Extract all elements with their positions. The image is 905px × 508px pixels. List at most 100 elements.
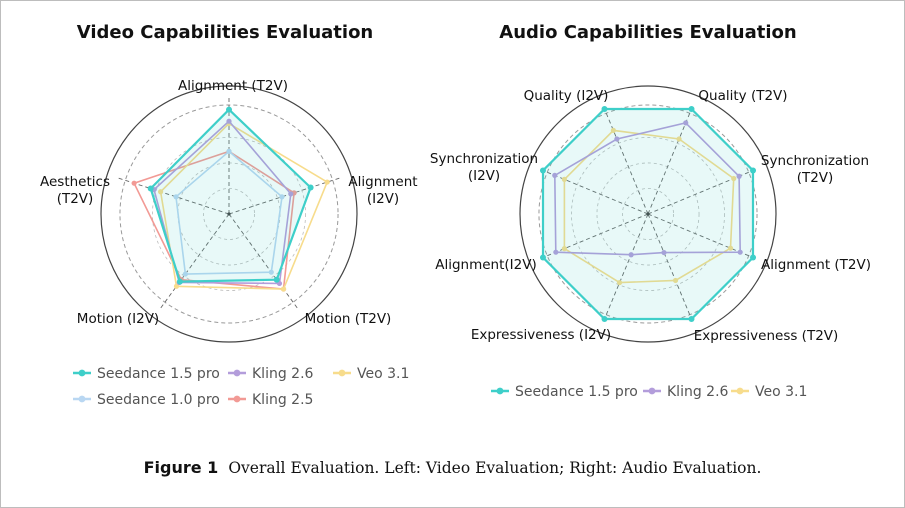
axis-label-expressiveness-t2v: Expressiveness (T2V) bbox=[694, 328, 839, 344]
point-seedance-1-5-pro-alignment-i2v bbox=[539, 254, 546, 261]
outer-ring bbox=[519, 85, 777, 343]
figure-caption: Figure 1 Overall Evaluation. Left: Video… bbox=[0, 458, 905, 478]
grid-ring bbox=[622, 188, 674, 240]
point-veo-3-1-aesthetics-t2v bbox=[158, 189, 164, 195]
chart-title: Video Capabilities Evaluation bbox=[77, 22, 374, 43]
point-seedance-1-5-pro-quality-t2v bbox=[688, 105, 695, 112]
axis-label-quality-i2v: Quality (I2V) bbox=[524, 88, 609, 104]
legend-item-veo-3-1: Veo 3.1 bbox=[731, 384, 807, 400]
point-veo-3-1-alignment-t2v bbox=[727, 245, 734, 251]
series-line-seedance-1-0-pro bbox=[175, 150, 283, 275]
grid-ring bbox=[596, 162, 700, 266]
point-seedance-1-5-pro-aesthetics-t2v bbox=[147, 185, 154, 192]
point-seedance-1-5-pro-motion-t2v bbox=[273, 276, 280, 283]
legend-item-kling-2-6: Kling 2.6 bbox=[643, 384, 729, 400]
point-seedance-1-5-pro-alignment-t2v bbox=[226, 106, 232, 113]
axis-label-synchronization-t2v: Synchronization (T2V) bbox=[761, 153, 869, 186]
spoke-motion-t2v bbox=[228, 213, 298, 309]
point-seedance-1-0-pro-alignment-i2v bbox=[279, 194, 285, 200]
point-seedance-1-5-pro-motion-i2v bbox=[176, 278, 183, 285]
legend-marker bbox=[496, 387, 504, 395]
outer-ring bbox=[100, 85, 358, 343]
series-line-veo-3-1 bbox=[159, 122, 329, 290]
grid-ring bbox=[152, 137, 306, 291]
point-veo-3-1-synchronization-t2v bbox=[731, 175, 737, 182]
legend-label: Seedance 1.5 pro bbox=[97, 366, 220, 382]
legend-marker bbox=[338, 369, 346, 377]
point-seedance-1-0-pro-aesthetics-t2v bbox=[173, 194, 179, 200]
point-kling-2-5-aesthetics-t2v bbox=[131, 180, 137, 186]
point-seedance-1-0-pro-motion-i2v bbox=[182, 271, 188, 277]
point-seedance-1-5-pro-synchronization-t2v bbox=[750, 167, 757, 174]
point-seedance-1-5-pro-synchronization-i2v bbox=[539, 167, 546, 174]
legend-item-kling-2-6: Kling 2.6 bbox=[228, 366, 314, 382]
legend-marker bbox=[648, 387, 656, 395]
grid-ring bbox=[538, 104, 758, 324]
spoke-expressiveness-t2v bbox=[647, 213, 693, 322]
chart-title: Audio Capabilities Evaluation bbox=[499, 22, 796, 43]
point-veo-3-1-quality-t2v bbox=[676, 136, 682, 142]
legend-item-veo-3-1: Veo 3.1 bbox=[333, 366, 409, 382]
point-seedance-1-5-pro-quality-i2v bbox=[601, 105, 608, 112]
point-veo-3-1-motion-t2v bbox=[280, 286, 287, 292]
legend-label: Kling 2.6 bbox=[252, 366, 314, 382]
center-dot bbox=[227, 212, 231, 216]
point-kling-2-6-alignment-t2v bbox=[226, 118, 232, 124]
spoke-quality-i2v bbox=[603, 106, 649, 215]
point-kling-2-6-alignment-i2v bbox=[288, 191, 294, 197]
point-kling-2-6-expressiveness-t2v bbox=[661, 249, 667, 256]
legend-label: Veo 3.1 bbox=[357, 366, 409, 382]
axis-label-alignment-i2v: Alignment(I2V) bbox=[348, 174, 417, 207]
radar-chart-2: Audio Capabilities Evaluation Quality (T2… bbox=[430, 22, 871, 400]
caption-text: Overall Evaluation. Left: Video Evaluati… bbox=[228, 459, 762, 477]
point-veo-3-1-expressiveness-t2v bbox=[672, 277, 679, 284]
spoke-quality-t2v bbox=[647, 106, 693, 215]
axis-label-quality-t2v: Quality (T2V) bbox=[698, 88, 787, 104]
axis-label-synchronization-i2v: Synchronization (I2V) bbox=[430, 151, 538, 184]
spoke-synchronization-i2v bbox=[540, 169, 649, 215]
series-line-kling-2-6 bbox=[153, 120, 292, 285]
point-kling-2-6-synchronization-i2v bbox=[552, 172, 558, 178]
legend-item-seedance-1-5-pro: Seedance 1.5 pro bbox=[73, 366, 220, 382]
series-line-seedance-1-5-pro bbox=[149, 108, 312, 283]
point-veo-3-1-expressiveness-i2v bbox=[616, 279, 623, 286]
spoke-alignment-i2v bbox=[540, 213, 649, 259]
axis-label-alignment-t2v: Alignment (T2V) bbox=[178, 78, 288, 94]
point-veo-3-1-alignment-i2v bbox=[324, 179, 330, 185]
point-kling-2-6-quality-i2v bbox=[614, 136, 620, 142]
point-veo-3-1-synchronization-i2v bbox=[561, 176, 568, 182]
axis-label-alignment-t2v: Alignment (T2V) bbox=[761, 257, 871, 273]
legend-label: Seedance 1.0 pro bbox=[97, 392, 220, 408]
legend-item-kling-2-5: Kling 2.5 bbox=[228, 392, 313, 408]
axis-label-motion-i2v: Motion (I2V) bbox=[77, 311, 159, 327]
point-veo-3-1-alignment-i2v bbox=[561, 246, 568, 252]
legend-marker bbox=[78, 395, 86, 403]
legend-marker bbox=[78, 369, 86, 377]
point-kling-2-6-alignment-i2v bbox=[553, 249, 559, 255]
spoke-expressiveness-i2v bbox=[603, 213, 649, 322]
grid-ring bbox=[119, 104, 339, 324]
legend-label: Kling 2.5 bbox=[252, 392, 313, 408]
point-seedance-1-5-pro-expressiveness-t2v bbox=[688, 316, 695, 323]
legend-label: Kling 2.6 bbox=[667, 384, 729, 400]
point-seedance-1-5-pro-expressiveness-i2v bbox=[601, 316, 608, 323]
legend-label: Veo 3.1 bbox=[755, 384, 807, 400]
point-seedance-1-5-pro-alignment-t2v bbox=[750, 254, 757, 261]
legend-item-seedance-1-5-pro: Seedance 1.5 pro bbox=[491, 384, 638, 400]
point-kling-2-6-alignment-t2v bbox=[737, 249, 743, 255]
spoke-synchronization-t2v bbox=[647, 169, 756, 215]
axis-label-aesthetics-t2v: Aesthetics (T2V) bbox=[40, 174, 110, 207]
legend-label: Seedance 1.5 pro bbox=[515, 384, 638, 400]
point-kling-2-6-synchronization-t2v bbox=[736, 173, 742, 179]
point-seedance-1-0-pro-motion-t2v bbox=[268, 269, 274, 275]
point-seedance-1-5-pro-alignment-i2v bbox=[307, 184, 314, 191]
caption-label: Figure 1 bbox=[143, 458, 219, 477]
axis-label-alignment-i2v: Alignment(I2V) bbox=[435, 257, 537, 273]
spoke-motion-i2v bbox=[160, 213, 230, 309]
spoke-alignment-t2v bbox=[647, 213, 756, 259]
legend-marker bbox=[233, 369, 241, 377]
grid-ring bbox=[203, 188, 255, 240]
point-kling-2-6-expressiveness-i2v bbox=[628, 252, 634, 258]
point-seedance-1-0-pro-alignment-t2v bbox=[226, 148, 232, 154]
